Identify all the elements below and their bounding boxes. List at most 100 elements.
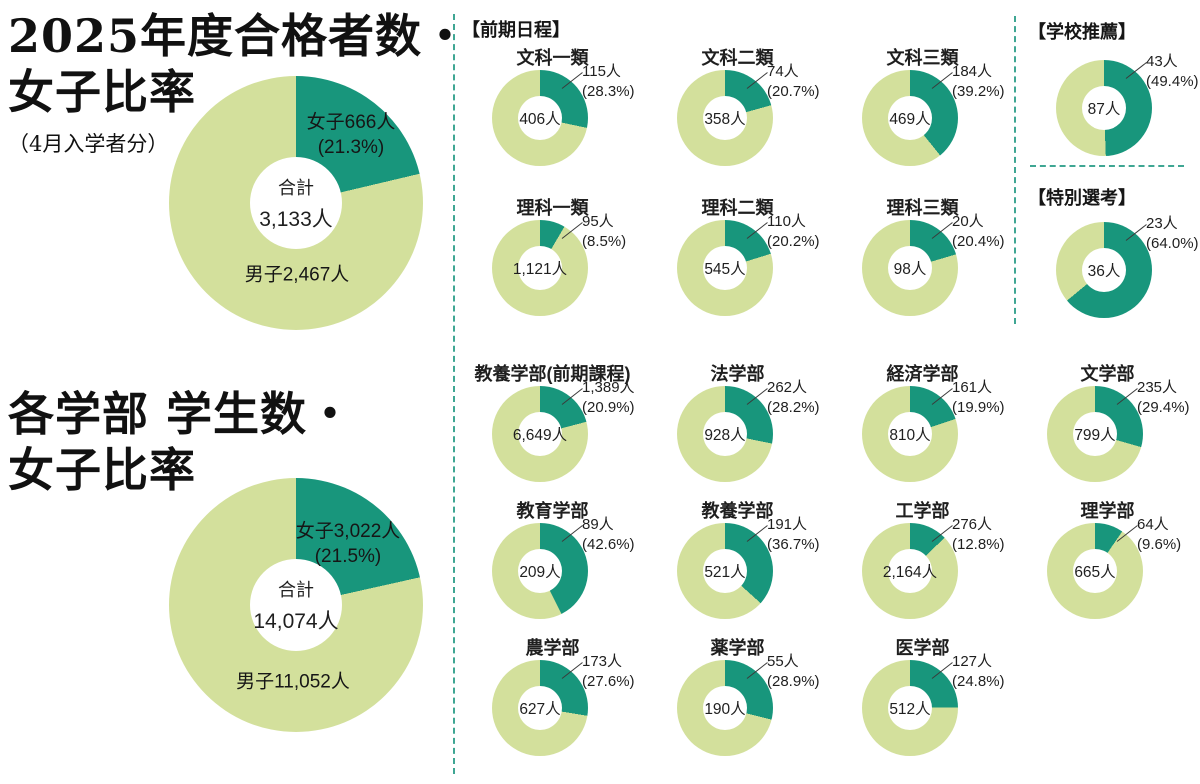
section-header-special: 【特別選考】 bbox=[1028, 188, 1136, 208]
mini-donut-fac-yaku: 薬学部 190人 55人 (28.9%) bbox=[645, 634, 830, 768]
female-percent-label: (9.6%) bbox=[1137, 536, 1182, 553]
donut-hole: 810人 bbox=[888, 412, 932, 456]
total-label: 810人 bbox=[889, 427, 931, 444]
donut-hole: 545人 bbox=[703, 246, 747, 290]
female-callout: 43人 (49.4%) bbox=[1146, 52, 1199, 92]
total-label: 358人 bbox=[704, 111, 746, 128]
mini-donut-title: 工学部 bbox=[895, 501, 950, 521]
mini-donut-fac-kyoiku: 教育学部 209人 89人 (42.6%) bbox=[460, 497, 645, 631]
total-label: 406人 bbox=[519, 111, 561, 128]
donut-hole: 358人 bbox=[703, 96, 747, 140]
female-count-label: 89人 bbox=[582, 516, 614, 533]
total-caption: 合計 bbox=[278, 579, 314, 600]
main-vertical-divider bbox=[453, 14, 455, 774]
total-label: 799人 bbox=[1074, 427, 1116, 444]
mini-donut-title: 教育学部 bbox=[516, 501, 589, 521]
total-label: 928人 bbox=[704, 427, 746, 444]
female-count-label: 55人 bbox=[767, 653, 799, 670]
faculties-title-line2: 女子比率 bbox=[8, 443, 196, 497]
female-count-label: 23人 bbox=[1146, 215, 1178, 232]
female-percent-label: (42.6%) bbox=[582, 536, 635, 553]
mini-donut-special-selection: 36人 23人 (64.0%) bbox=[1024, 196, 1200, 330]
female-percent-label: (19.9%) bbox=[952, 399, 1005, 416]
female-count-label: 95人 bbox=[582, 213, 614, 230]
donut-hole: 6,649人 bbox=[513, 412, 567, 456]
mini-donut-title: 文科二類 bbox=[701, 48, 774, 68]
female-callout: 89人 (42.6%) bbox=[582, 515, 635, 555]
mini-donut-title: 理科一類 bbox=[516, 198, 589, 218]
admissions-title-line2: 女子比率 bbox=[8, 65, 196, 119]
mini-donut-fac-bun: 文学部 799人 235人 (29.4%) bbox=[1015, 360, 1200, 494]
donut-hole: 521人 bbox=[703, 549, 747, 593]
mini-donut-fac-ko: 工学部 2,164人 276人 (12.8%) bbox=[830, 497, 1015, 631]
mini-donut-front-rika-1: 理科一類 1,121人 95人 (8.5%) bbox=[460, 194, 645, 328]
donut-ring: 98人 bbox=[862, 220, 958, 316]
donut-hole: 1,121人 bbox=[513, 246, 567, 290]
donut-ring: 合計 3,133人 bbox=[169, 76, 423, 330]
male-segment-label: 男子11,052人 bbox=[236, 671, 350, 693]
donut-ring: 810人 bbox=[862, 386, 958, 482]
mini-donut-title: 理学部 bbox=[1080, 501, 1135, 521]
female-percent-label: (36.7%) bbox=[767, 536, 820, 553]
donut-ring: 521人 bbox=[677, 523, 773, 619]
female-callout: 115人 (28.3%) bbox=[582, 62, 635, 102]
total-label: 98人 bbox=[893, 261, 927, 278]
female-percent-label: (12.8%) bbox=[952, 536, 1005, 553]
total-label: 545人 bbox=[704, 261, 746, 278]
female-percent-label: (8.5%) bbox=[582, 233, 627, 250]
total-label: 665人 bbox=[1074, 564, 1116, 581]
mini-donut-title: 理科三類 bbox=[886, 198, 959, 218]
donut-ring: 665人 bbox=[1047, 523, 1143, 619]
female-count-label: 127人 bbox=[952, 653, 993, 670]
donut-ring: 512人 bbox=[862, 660, 958, 756]
total-label: 3,133人 bbox=[259, 207, 333, 231]
mini-donut-title: 理科二類 bbox=[701, 198, 774, 218]
total-label: 1,121人 bbox=[512, 261, 568, 278]
mini-donut-front-rika-3: 理科三類 98人 20人 (20.4%) bbox=[830, 194, 1015, 328]
mini-donut-front-rika-2: 理科二類 545人 110人 (20.2%) bbox=[645, 194, 830, 328]
total-label: 190人 bbox=[704, 701, 746, 718]
total-label: 6,649人 bbox=[512, 427, 568, 444]
donut-hole: 406人 bbox=[518, 96, 562, 140]
female-callout: 95人 (8.5%) bbox=[582, 212, 626, 252]
donut-hole: 36人 bbox=[1082, 248, 1126, 292]
female-count-label: 43人 bbox=[1146, 53, 1178, 70]
female-percent-label: (20.7%) bbox=[767, 83, 820, 100]
donut-hole: 665人 bbox=[1073, 549, 1117, 593]
total-label: 469人 bbox=[889, 111, 931, 128]
female-percent-label: (27.6%) bbox=[582, 673, 635, 690]
donut-ring: 406人 bbox=[492, 70, 588, 166]
female-percent-label: (29.4%) bbox=[1137, 399, 1190, 416]
mini-donut-title: 文科一類 bbox=[516, 48, 589, 68]
mini-donut-fac-ho: 法学部 928人 262人 (28.2%) bbox=[645, 360, 830, 494]
female-callout: 64人 (9.6%) bbox=[1137, 515, 1181, 555]
donut-ring: 545人 bbox=[677, 220, 773, 316]
mini-donut-fac-kyoyo-zenki: 教養学部(前期課程) 6,649人 1,389人 (20.9%) bbox=[460, 360, 645, 494]
female-count-label: 女子666人 bbox=[306, 112, 396, 133]
donut-hole: 209人 bbox=[518, 549, 562, 593]
donut-ring: 87人 bbox=[1056, 60, 1152, 156]
female-count-label: 191人 bbox=[767, 516, 808, 533]
female-callout: 127人 (24.8%) bbox=[952, 652, 1005, 692]
donut-ring: 469人 bbox=[862, 70, 958, 166]
female-count-label: 173人 bbox=[582, 653, 623, 670]
female-count-label: 女子3,022人 bbox=[295, 521, 401, 542]
donut-hole: 98人 bbox=[888, 246, 932, 290]
female-callout: 74人 (20.7%) bbox=[767, 62, 820, 102]
female-percent-label: (49.4%) bbox=[1146, 73, 1199, 90]
total-label: 209人 bbox=[519, 564, 561, 581]
donut-ring: 合計 14,074人 bbox=[169, 478, 423, 732]
female-count-label: 115人 bbox=[582, 63, 621, 80]
female-percent-label: (64.0%) bbox=[1146, 235, 1199, 252]
admissions-subtitle: （4月入学者分） bbox=[8, 132, 169, 156]
recommendation-special-divider bbox=[1030, 165, 1184, 167]
female-callout: 110人 (20.2%) bbox=[767, 212, 820, 252]
female-callout: 23人 (64.0%) bbox=[1146, 214, 1199, 254]
total-label: 36人 bbox=[1087, 263, 1121, 280]
donut-hole: 799人 bbox=[1073, 412, 1117, 456]
mini-donut-title: 経済学部 bbox=[886, 364, 959, 384]
total-label: 512人 bbox=[889, 701, 931, 718]
mini-donut-fac-no: 農学部 627人 173人 (27.6%) bbox=[460, 634, 645, 768]
mini-donut-title: 教養学部 bbox=[701, 501, 774, 521]
